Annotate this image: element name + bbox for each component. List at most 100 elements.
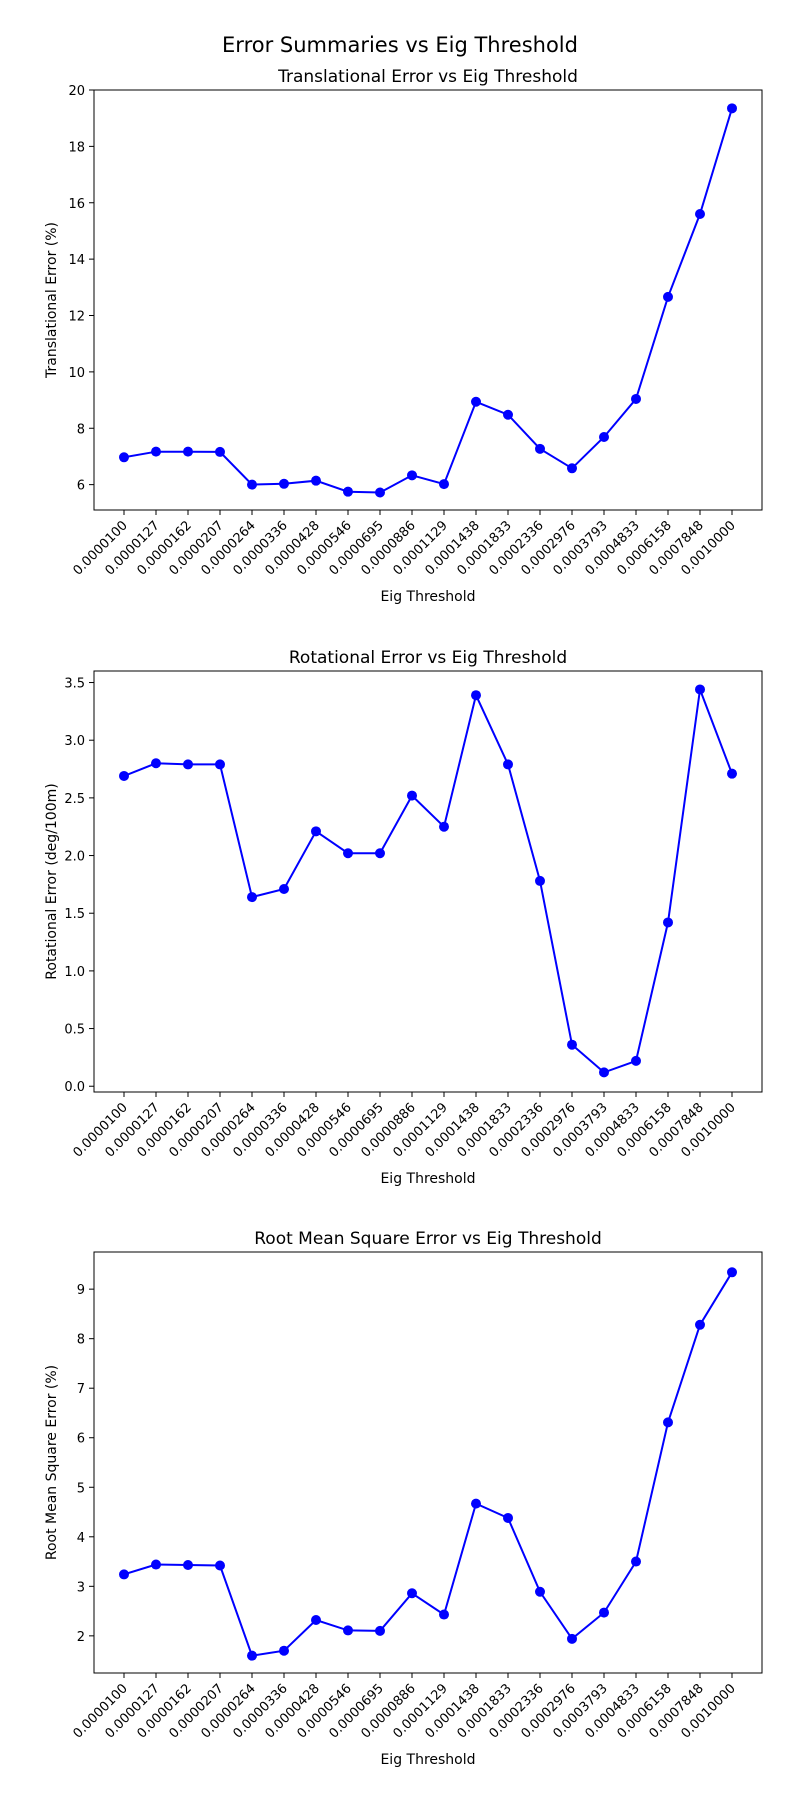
data-point: [567, 1039, 577, 1050]
data-point: [439, 479, 449, 490]
data-point: [151, 758, 161, 769]
data-point: [503, 1512, 513, 1523]
data-point: [311, 475, 321, 486]
y-tick-label: 1.0: [64, 965, 85, 980]
data-point: [375, 848, 385, 859]
chart-title: Rotational Error vs Eig Threshold: [289, 648, 567, 668]
data-point: [535, 1586, 545, 1597]
data-point: [311, 826, 321, 837]
data-point: [599, 431, 609, 442]
data-point: [503, 759, 513, 770]
data-point: [343, 1625, 353, 1636]
data-point: [183, 1560, 193, 1571]
data-point: [215, 759, 225, 770]
figure-title: Error Summaries vs Eig Threshold: [222, 33, 578, 57]
y-tick-label: 8: [77, 1333, 85, 1348]
data-point: [599, 1067, 609, 1078]
y-tick-label: 8: [77, 422, 85, 437]
data-point: [727, 768, 737, 779]
plot-frame: [93, 89, 763, 511]
y-tick-label: 20: [68, 84, 85, 99]
data-point: [631, 1556, 641, 1567]
data-point: [695, 684, 705, 695]
x-axis-label: Eig Threshold: [380, 1752, 475, 1768]
y-axis-label: Root Mean Square Error (%): [44, 1365, 60, 1560]
data-point: [247, 892, 257, 903]
data-point: [567, 1633, 577, 1644]
y-tick-label: 12: [68, 310, 85, 325]
plot-frame: [93, 1251, 763, 1674]
y-tick-label: 6: [77, 1432, 85, 1447]
data-point: [471, 1498, 481, 1509]
data-point: [407, 470, 417, 481]
y-tick-label: 9: [77, 1283, 85, 1298]
series-line: [123, 1271, 733, 1657]
data-point: [727, 103, 737, 114]
chart-title: Translational Error vs Eig Threshold: [277, 67, 578, 87]
y-tick-label: 0.5: [64, 1023, 85, 1038]
x-axis-label: Eig Threshold: [380, 589, 475, 605]
y-axis-label: Rotational Error (deg/100m): [44, 783, 60, 979]
data-point: [535, 443, 545, 454]
y-tick-label: 3: [77, 1580, 85, 1595]
data-point: [695, 209, 705, 220]
x-axis-label: Eig Threshold: [380, 1171, 475, 1187]
data-point: [183, 446, 193, 457]
y-tick-label: 4: [77, 1531, 85, 1546]
y-tick-label: 5: [77, 1481, 85, 1496]
data-point: [183, 759, 193, 770]
data-point: [119, 770, 129, 781]
data-point: [247, 479, 257, 490]
y-tick-label: 2.0: [64, 850, 85, 865]
data-point: [567, 463, 577, 474]
data-point: [695, 1319, 705, 1330]
data-point: [215, 1560, 225, 1571]
data-point: [343, 848, 353, 859]
y-tick-label: 7: [77, 1382, 85, 1397]
y-tick-label: 2.5: [64, 792, 85, 807]
data-point: [375, 1625, 385, 1636]
data-point: [343, 486, 353, 497]
chart-panel: Rotational Error vs Eig Threshold 0.0 0.5 1…: [44, 648, 763, 1187]
data-point: [631, 393, 641, 404]
data-point: [631, 1055, 641, 1066]
data-point: [247, 1650, 257, 1661]
y-tick-label: 2: [77, 1630, 85, 1645]
data-point: [503, 409, 513, 420]
data-point: [439, 821, 449, 832]
chart-panel: Root Mean Square Error vs Eig Threshold 2…: [44, 1229, 763, 1768]
data-point: [407, 790, 417, 801]
y-tick-label: 0.0: [64, 1080, 85, 1095]
y-tick-label: 3.0: [64, 734, 85, 749]
data-point: [279, 883, 289, 894]
data-point: [439, 1609, 449, 1620]
chart-title: Root Mean Square Error vs Eig Threshold: [254, 1229, 602, 1249]
data-point: [535, 875, 545, 886]
y-tick-label: 6: [77, 479, 85, 494]
y-axis-label: Translational Error (%): [44, 222, 60, 379]
data-point: [151, 1559, 161, 1570]
series-line: [123, 108, 733, 494]
data-point: [663, 291, 673, 302]
data-point: [407, 1588, 417, 1599]
y-tick-label: 18: [68, 140, 85, 155]
y-tick-label: 1.5: [64, 907, 85, 922]
data-point: [663, 917, 673, 928]
data-point: [279, 1645, 289, 1656]
data-point: [599, 1607, 609, 1618]
data-point: [727, 1267, 737, 1278]
y-tick-label: 10: [68, 366, 85, 381]
data-point: [119, 452, 129, 463]
data-point: [471, 690, 481, 701]
y-tick-label: 14: [68, 253, 85, 268]
data-point: [311, 1615, 321, 1626]
data-point: [663, 1417, 673, 1428]
data-point: [279, 478, 289, 489]
data-point: [375, 487, 385, 498]
data-point: [471, 396, 481, 407]
data-point: [215, 446, 225, 457]
chart-panel: Translational Error vs Eig Threshold 6 8 10…: [44, 67, 763, 605]
y-tick-label: 3.5: [64, 677, 85, 692]
plot-frame: [93, 670, 763, 1093]
